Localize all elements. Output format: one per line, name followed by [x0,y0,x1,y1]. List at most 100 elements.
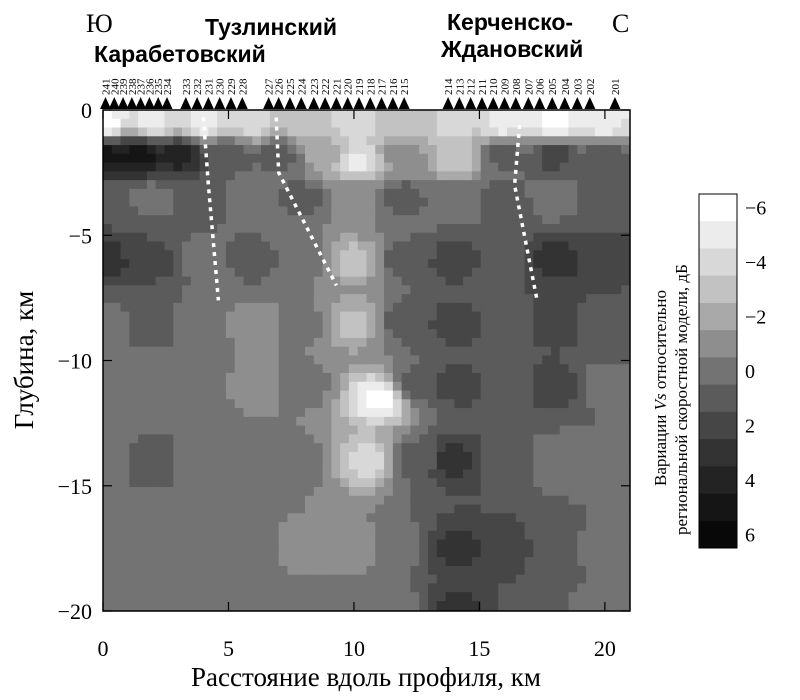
heatmap-cell [621,197,630,208]
heatmap-cell [480,232,491,243]
heatmap-cell [287,145,297,155]
heatmap-cell [340,329,350,339]
heatmap-cell [287,548,297,558]
heatmap-cell [313,232,324,243]
heatmap-cell [234,232,245,243]
heatmap-cell [392,487,403,497]
heatmap-cell [217,145,227,155]
heatmap-cell [498,408,508,418]
heatmap-cell [577,425,587,435]
heatmap-cell [182,434,192,444]
heatmap-cell [542,557,552,567]
heatmap-cell [103,495,113,506]
heatmap-cell [445,451,455,462]
heatmap-cell [190,127,201,137]
heatmap-cell [146,127,157,137]
heatmap-cell [305,522,315,532]
heatmap-cell [190,110,201,120]
heatmap-cell [454,337,464,348]
heatmap-cell [603,127,614,137]
heatmap-cell [366,346,376,357]
heatmap-cell [103,592,113,602]
heatmap-cell [182,425,192,435]
heatmap-cell [542,153,552,164]
heatmap-cell [340,215,350,225]
heatmap-cell [120,110,130,120]
heatmap-cell [208,346,218,357]
heatmap-cell [340,390,350,400]
heatmap-cell [296,390,306,400]
heatmap-cell [208,548,218,558]
heatmap-cell [621,311,630,322]
heatmap-cell [524,443,534,453]
heatmap-cell [515,311,526,322]
heatmap-cell [603,539,614,549]
heatmap-cell [313,171,324,181]
heatmap-cell [322,145,332,155]
heatmap-cell [269,495,280,506]
heatmap-cell [340,451,350,462]
heatmap-cell [375,478,385,488]
station-label: 213 [454,78,466,95]
heatmap-cell [208,355,218,365]
fault-line [201,117,221,301]
heatmap-cell [182,487,192,497]
heatmap-cell [533,478,543,488]
heatmap-cell [559,162,570,172]
heatmap-cell [287,118,297,129]
heatmap-cell [445,583,455,593]
heatmap-cell [269,241,280,251]
heatmap-cell [594,153,605,164]
heatmap-cell [296,197,306,208]
heatmap-cell [103,232,113,243]
heatmap-cell [568,390,578,400]
heatmap-cell [480,294,491,304]
heatmap-cell [612,259,622,269]
heatmap-cell [568,381,578,392]
heatmap-cell [612,136,622,146]
heatmap-cell [471,451,482,462]
heatmap-cell [621,302,630,313]
heatmap-cell [278,250,289,260]
heatmap-cell [173,311,183,322]
heatmap-cell [550,469,561,479]
heatmap-cell [375,110,385,120]
heatmap-cell [480,600,491,611]
heatmap-cell [594,565,605,576]
heatmap-cell [463,223,473,234]
heatmap-cell [225,127,236,137]
heatmap-cell [454,434,464,444]
heatmap-cell [489,583,499,593]
x-tick-label: 5 [223,636,234,661]
heatmap-cell [463,250,473,260]
heatmap-cell [199,565,209,576]
heatmap-cell [182,443,192,453]
heatmap-cell [392,373,403,383]
colorbar-swatch [699,466,737,494]
heatmap-cell [524,539,534,549]
heatmap-cell [287,583,297,593]
heatmap-cell [410,565,420,576]
heatmap-cell [392,478,403,488]
heatmap-cell [463,530,473,541]
heatmap-cell [515,373,526,383]
heatmap-cell [182,346,192,357]
heatmap-cell [427,478,438,488]
heatmap-cell [612,416,622,427]
heatmap-cell [384,364,394,374]
heatmap-cell [489,302,499,313]
heatmap-cell [120,434,130,444]
heatmap-cell [568,530,578,541]
heatmap-cell [129,197,139,208]
heatmap-cell [515,416,526,427]
heatmap-cell [348,329,359,339]
heatmap-cell [454,495,464,506]
station-marker [387,97,399,109]
heatmap-cell [269,530,280,541]
heatmap-cell [366,180,376,190]
heatmap-cell [594,302,605,313]
heatmap-cell [225,355,236,365]
heatmap-cell [498,127,508,137]
heatmap-cell [111,215,122,225]
heatmap-cell [612,180,622,190]
